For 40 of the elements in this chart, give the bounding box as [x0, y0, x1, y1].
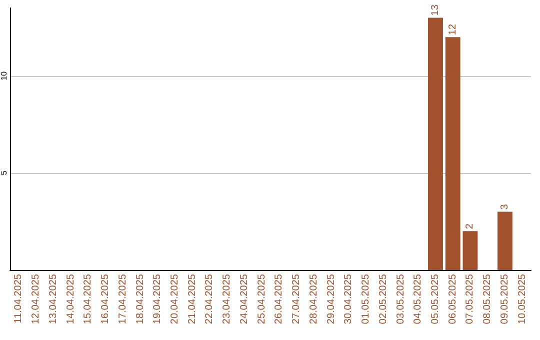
x-tick-label: 29.04.2025 [326, 274, 337, 324]
x-tick-label: 23.04.2025 [222, 274, 233, 324]
x-tick-label: 25.04.2025 [256, 274, 268, 324]
bar [445, 37, 460, 270]
x-tick-label: 14.04.2025 [65, 274, 76, 324]
x-tick-label: 13.04.2025 [48, 274, 59, 324]
x-tick-label: 30.04.2025 [343, 274, 354, 324]
x-tick-label: 09.05.2025 [499, 274, 510, 324]
bar [462, 231, 478, 270]
bar [428, 18, 443, 270]
x-tick-label: 18.04.2025 [134, 274, 146, 324]
data-label: 12 [447, 24, 458, 36]
x-tick-label: 11.04.2025 [13, 274, 24, 324]
x-tick-label: 04.05.2025 [412, 274, 424, 324]
x-tick-label: 10.05.2025 [516, 274, 528, 324]
data-label: 2 [464, 223, 476, 230]
x-tick-label: 19.04.2025 [152, 274, 164, 324]
x-tick-label: 08.05.2025 [482, 274, 494, 324]
x-tick-label: 28.04.2025 [308, 274, 320, 324]
x-tick-label: 21.04.2025 [186, 274, 198, 324]
x-tick-label: 17.04.2025 [117, 274, 128, 324]
x-tick-label: 06.05.2025 [447, 274, 458, 324]
x-tick-label: 20.04.2025 [169, 274, 180, 324]
data-label: 3 [499, 204, 510, 210]
x-tick-label: 27.04.2025 [291, 274, 302, 324]
x-tick-label: 15.04.2025 [82, 274, 94, 324]
x-tick-label: 12.04.2025 [30, 274, 42, 324]
data-label: 13 [430, 4, 441, 16]
x-tick-label: 01.05.2025 [360, 274, 372, 324]
x-tick-label: 24.04.2025 [238, 274, 250, 324]
y-tick-label: 10 [0, 70, 8, 80]
bar [497, 212, 512, 270]
x-tick-label: 03.05.2025 [395, 274, 406, 324]
x-tick-label: 22.04.2025 [204, 274, 216, 324]
x-tick-label: 26.04.2025 [274, 274, 285, 324]
x-tick-label: 16.04.2025 [100, 274, 112, 324]
x-tick-label: 05.05.2025 [430, 274, 441, 324]
x-tick-label: 07.05.2025 [464, 274, 476, 324]
y-tick-label: 5 [0, 170, 8, 176]
x-tick-label: 02.05.2025 [378, 274, 389, 324]
